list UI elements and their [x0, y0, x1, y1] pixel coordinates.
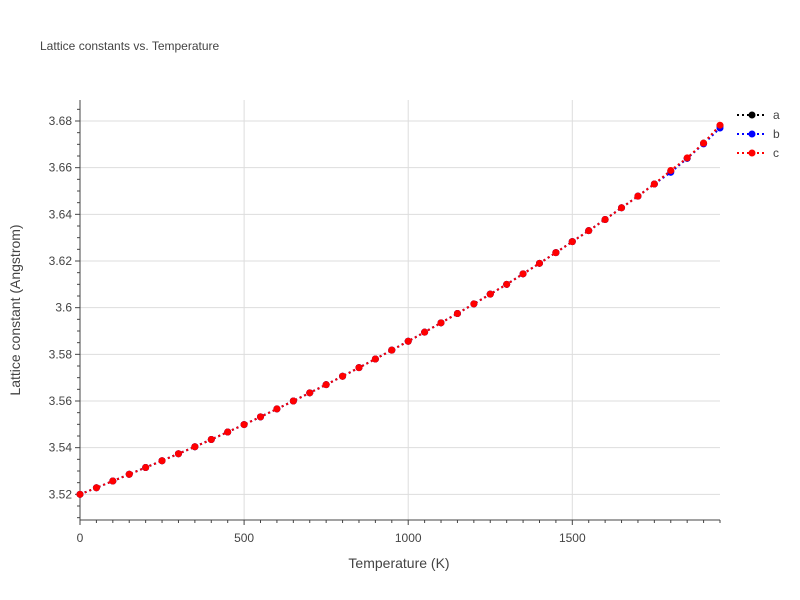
y-tick-label: 3.68 — [49, 114, 73, 128]
data-point-c — [371, 355, 379, 363]
data-point-c — [142, 464, 150, 471]
data-point-c — [568, 238, 576, 246]
data-point-c — [322, 381, 330, 389]
data-point-c — [404, 337, 412, 345]
chart-title: Lattice constants vs. Temperature — [40, 39, 220, 53]
axes: 0 500 1000 1500 3.52 3.54 3.56 3.58 3.6 3.62 3.64 3… — [49, 100, 721, 545]
data-point-c — [519, 270, 527, 278]
x-tick-label: 1000 — [395, 531, 422, 545]
y-axis-title: Lattice constant (Angstrom) — [7, 224, 23, 395]
data-point-c — [503, 280, 511, 288]
legend-label-c: c — [773, 146, 779, 160]
data-point-c — [92, 484, 100, 492]
data-point-c — [289, 397, 297, 405]
data-point-c — [634, 192, 642, 200]
data-point-c — [700, 139, 708, 147]
data-point-c — [339, 372, 347, 380]
data-point-c — [650, 180, 658, 188]
data-point-c — [716, 121, 724, 129]
data-point-c — [273, 405, 281, 413]
y-tick-label: 3.64 — [49, 207, 73, 221]
data-point-c — [437, 319, 445, 327]
data-point-c — [486, 290, 494, 298]
data-point-c — [306, 389, 314, 397]
y-tick-label: 3.62 — [49, 254, 73, 268]
y-tick-label: 3.52 — [49, 487, 73, 501]
plot-series — [76, 121, 724, 498]
x-tick-label: 1500 — [559, 531, 586, 545]
y-tick-label: 3.58 — [49, 347, 73, 361]
series-c — [76, 121, 724, 498]
legend-marker-b — [748, 130, 756, 138]
data-point-c — [174, 450, 182, 458]
legend-marker-a — [748, 111, 756, 119]
data-point-c — [109, 477, 117, 485]
data-point-c — [470, 300, 478, 308]
data-point-c — [125, 470, 133, 478]
data-point-c — [535, 259, 543, 267]
x-axis-title: Temperature (K) — [348, 555, 449, 571]
y-tick-label: 3.66 — [49, 161, 73, 175]
x-tick-label: 0 — [77, 531, 84, 545]
data-point-c — [618, 204, 626, 212]
data-point-c — [224, 428, 232, 436]
legend-marker-c — [748, 149, 756, 157]
grid-lines — [80, 100, 720, 520]
data-point-c — [667, 166, 675, 174]
data-point-c — [207, 436, 215, 443]
data-point-c — [257, 413, 265, 421]
y-tick-label: 3.54 — [49, 441, 73, 455]
y-tick-label: 3.6 — [55, 301, 72, 315]
data-point-c — [355, 364, 363, 372]
data-point-c — [552, 249, 560, 257]
data-point-c — [240, 421, 248, 429]
data-point-c — [191, 443, 199, 451]
data-point-c — [76, 490, 84, 498]
data-point-c — [601, 215, 609, 223]
data-point-c — [585, 227, 593, 235]
y-tick-label: 3.56 — [49, 394, 73, 408]
data-point-c — [421, 328, 429, 336]
series-line-c — [79, 124, 721, 496]
data-point-c — [453, 310, 461, 317]
legend-label-b: b — [773, 127, 780, 141]
data-point-c — [683, 154, 691, 162]
data-point-c — [158, 457, 166, 465]
data-point-c — [388, 346, 396, 354]
x-tick-label: 500 — [234, 531, 254, 545]
legend: abc — [737, 108, 780, 160]
legend-label-a: a — [773, 108, 780, 122]
